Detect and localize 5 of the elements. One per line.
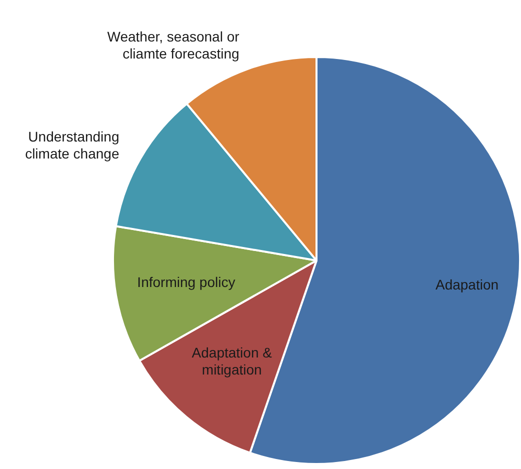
slice-label: Adapation (435, 276, 499, 293)
slice-label: Informing policy (137, 274, 236, 290)
slice-label: Weather, seasonal or cliamte forecasting (107, 28, 240, 62)
slice-label: Understanding climate change (25, 128, 120, 162)
slice-label: Adaptation & mitigation (192, 344, 273, 378)
